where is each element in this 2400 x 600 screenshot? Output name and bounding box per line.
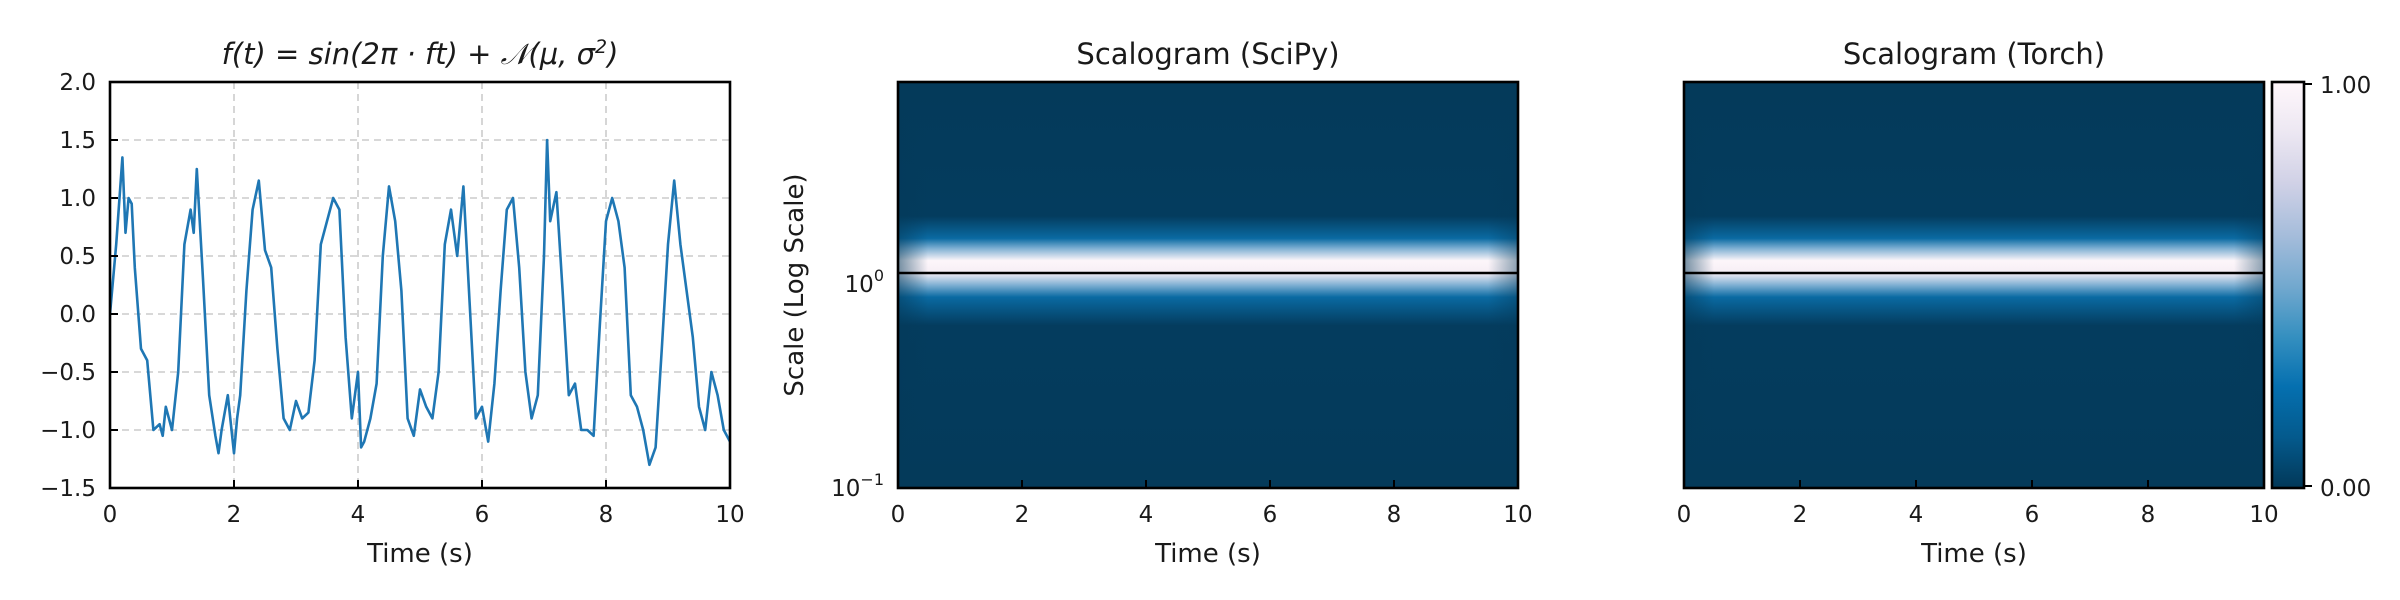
signal-x-tick-label: 4 xyxy=(351,502,366,528)
torch-x-tick-label: 0 xyxy=(1677,502,1692,528)
colorbar-label-min: 0.00 xyxy=(2320,476,2371,502)
scipy-x-tick-label: 0 xyxy=(891,502,906,528)
torch-x-tick-label: 6 xyxy=(2025,502,2040,528)
scipy-x-tick-label: 2 xyxy=(1015,502,1030,528)
signal-x-tick-label: 8 xyxy=(599,502,614,528)
colorbar-gradient xyxy=(2270,80,2306,490)
signal-y-tick-label: 0.0 xyxy=(59,302,96,328)
signal-axes-frame xyxy=(108,80,732,490)
scipy-x-tick-label: 8 xyxy=(1387,502,1402,528)
torch-heatmap-edge-right-shade xyxy=(2234,82,2264,488)
scipy-x-tick-label: 6 xyxy=(1263,502,1278,528)
torch-title: Scalogram (Torch) xyxy=(1843,37,2105,71)
scipy-heatmap-edge-left xyxy=(898,82,928,488)
torch-heatmap-edge-left xyxy=(1684,82,1714,488)
torch-x-axis-label: Time (s) xyxy=(1920,539,2027,569)
torch-x-tick-label: 8 xyxy=(2141,502,2156,528)
signal-x-tick-label: 0 xyxy=(103,502,118,528)
signal-title: f(t) = sin(2π · ft) + 𝒩(μ, σ2) xyxy=(222,36,619,71)
scipy-x-axis-label: Time (s) xyxy=(1154,539,1261,569)
signal-y-tick-label: −1.5 xyxy=(40,476,96,502)
torch-x-ticks: 0 2 4 6 8 10 xyxy=(1677,480,2279,528)
torch-scalogram-panel: 0 2 4 6 8 10 Time (s) Scalogram (Torch) xyxy=(1677,37,2279,569)
scipy-x-tick-label: 10 xyxy=(1503,502,1532,528)
signal-series-line xyxy=(110,138,730,467)
scipy-x-tick-label: 4 xyxy=(1139,502,1154,528)
scipy-heatmap xyxy=(898,82,1518,488)
colorbar: 1.00 0.00 xyxy=(2270,73,2371,502)
signal-x-ticks: 0 2 4 6 8 10 xyxy=(103,480,745,528)
scipy-title: Scalogram (SciPy) xyxy=(1076,37,1339,71)
signal-y-tick-label: 0.5 xyxy=(59,244,96,270)
scipy-y-tick-label-1: 100 xyxy=(845,266,884,298)
scipy-y-axis-label: Scale (Log Scale) xyxy=(780,173,810,396)
signal-x-axis-label: Time (s) xyxy=(366,539,473,569)
signal-x-tick-label: 6 xyxy=(475,502,490,528)
signal-panel: 0 2 4 6 8 10 −1.5 −1.0 −0.5 0.0 0.5 1.0 1.5 2.0 Time… xyxy=(40,36,745,569)
signal-y-tick-label: −1.0 xyxy=(40,418,96,444)
torch-x-tick-label: 2 xyxy=(1793,502,1808,528)
torch-x-tick-label: 4 xyxy=(1909,502,1924,528)
scipy-scalogram-panel: 0 2 4 6 8 10 100 10−1 Scale (Log Scale) Time … xyxy=(780,37,1533,569)
scipy-heatmap-edge-right xyxy=(1488,82,1518,488)
signal-y-tick-label: −0.5 xyxy=(40,360,96,386)
signal-x-tick-label: 10 xyxy=(715,502,744,528)
signal-y-tick-label: 1.5 xyxy=(59,128,96,154)
torch-x-tick-label: 10 xyxy=(2249,502,2278,528)
scipy-x-ticks: 0 2 4 6 8 10 xyxy=(891,480,1533,528)
signal-x-tick-label: 2 xyxy=(227,502,242,528)
torch-axes-frame xyxy=(1682,80,2266,490)
signal-y-ticks: −1.5 −1.0 −0.5 0.0 0.5 1.0 1.5 2.0 xyxy=(40,70,118,502)
colorbar-label-max: 1.00 xyxy=(2320,73,2371,99)
scipy-y-tick-label-0: 10−1 xyxy=(831,470,884,502)
scipy-axes-frame xyxy=(896,80,1520,490)
torch-heatmap xyxy=(1684,82,2264,488)
signal-y-tick-label: 2.0 xyxy=(59,70,96,96)
signal-y-tick-label: 1.0 xyxy=(59,186,96,212)
